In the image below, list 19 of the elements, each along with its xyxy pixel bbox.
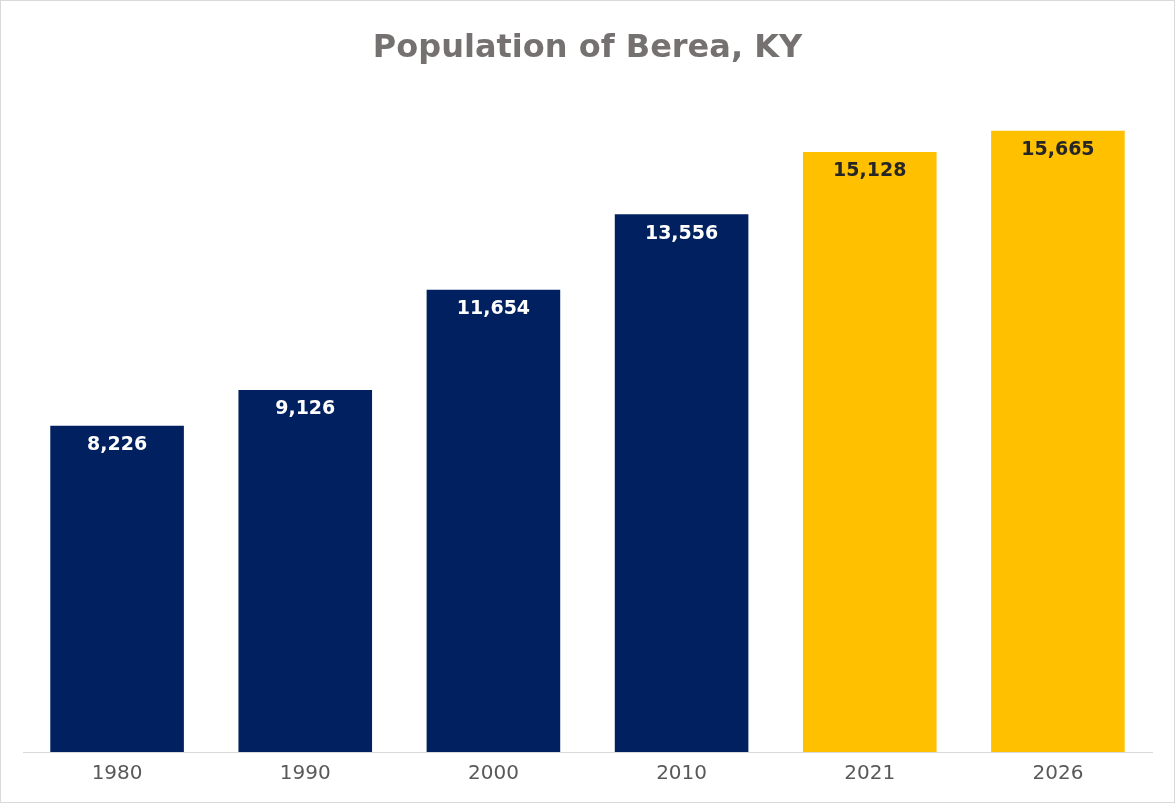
bar xyxy=(238,390,373,752)
data-label: 11,654 xyxy=(456,296,531,319)
x-tick-label: 2021 xyxy=(844,760,896,785)
bar xyxy=(50,425,184,752)
x-tick-label: 2000 xyxy=(467,760,519,785)
data-label: 15,128 xyxy=(833,158,907,181)
bar xyxy=(614,214,749,752)
data-label: 8,226 xyxy=(87,432,148,455)
bar xyxy=(991,130,1125,752)
x-tick-label: 2026 xyxy=(1032,760,1084,785)
x-tick-label: 1990 xyxy=(279,760,331,785)
x-tick-label: 2010 xyxy=(656,760,708,785)
x-tick-label: 1980 xyxy=(91,760,143,785)
data-label: 9,126 xyxy=(275,396,336,419)
data-label: 13,556 xyxy=(644,220,719,243)
chart-title: Population of Berea, KY xyxy=(372,26,803,65)
bar xyxy=(426,289,561,752)
bar xyxy=(802,151,937,752)
data-label: 15,665 xyxy=(1021,137,1095,160)
